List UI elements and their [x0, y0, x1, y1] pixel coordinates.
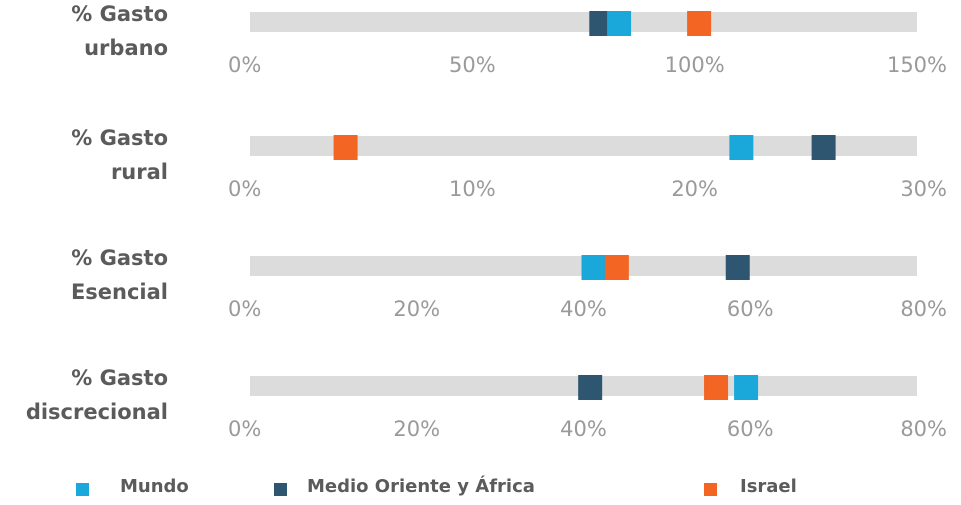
- legend-swatch-israel: [704, 483, 717, 496]
- row-label-line: rural: [111, 160, 168, 184]
- row-label-line: urbano: [84, 36, 168, 60]
- row-label-line: Esencial: [71, 280, 168, 304]
- tick-label: 40%: [560, 297, 607, 321]
- marker-mundo: [729, 135, 754, 160]
- marker-medio-oriente-y-africa: [578, 375, 603, 400]
- row-label-line: discrecional: [26, 400, 168, 424]
- chart-row-2: % Gasto rural 0% 10% 20% 30%: [71, 126, 947, 201]
- tick-label: 40%: [560, 417, 607, 441]
- marker-israel: [604, 255, 629, 280]
- tick-label: 10%: [449, 177, 496, 201]
- legend-swatch-mundo: [76, 483, 89, 496]
- marker-mundo: [734, 375, 759, 400]
- row-label-line: % Gasto: [71, 126, 168, 150]
- marker-medio-oriente-y-africa: [725, 255, 750, 280]
- legend-swatch-medio-oriente-africa: [274, 483, 287, 496]
- row-label-line: % Gasto: [71, 366, 168, 390]
- legend-label-medio-oriente-africa: Medio Oriente y África: [307, 476, 535, 497]
- tick-label: 0%: [228, 177, 261, 201]
- axis-track: [250, 12, 917, 32]
- marker-israel: [333, 135, 358, 160]
- tick-label: 60%: [727, 297, 774, 321]
- tick-label: 0%: [228, 297, 261, 321]
- legend-label-israel: Israel: [740, 476, 797, 497]
- marker-mundo: [607, 11, 632, 36]
- legend: Mundo Medio Oriente y África Israel: [0, 470, 961, 505]
- tick-label: 0%: [228, 53, 261, 77]
- tick-label: 20%: [393, 417, 440, 441]
- chart-row-4: % Gasto discrecional 0% 20% 40% 60% 80%: [26, 366, 947, 441]
- legend-label-mundo: Mundo: [120, 476, 189, 497]
- tick-label: 20%: [671, 177, 718, 201]
- tick-label: 60%: [727, 417, 774, 441]
- dot-plot-chart: % Gasto urbano 0% 50% 100% 150% % Gasto rural 0%…: [26, 2, 947, 441]
- marker-mundo: [581, 255, 606, 280]
- tick-label: 150%: [887, 53, 947, 77]
- tick-label: 30%: [900, 177, 947, 201]
- row-label-line: % Gasto: [71, 246, 168, 270]
- tick-label: 20%: [393, 297, 440, 321]
- tick-label: 0%: [228, 417, 261, 441]
- tick-label: 50%: [449, 53, 496, 77]
- marker-israel: [704, 375, 729, 400]
- marker-medio-oriente-y-africa: [811, 135, 836, 160]
- chart-row-1: % Gasto urbano 0% 50% 100% 150%: [71, 2, 947, 77]
- tick-label: 100%: [665, 53, 725, 77]
- chart-row-3: % Gasto Esencial 0% 20% 40% 60% 80%: [71, 246, 947, 321]
- tick-label: 80%: [900, 297, 947, 321]
- marker-israel: [687, 11, 712, 36]
- row-label-line: % Gasto: [71, 2, 168, 26]
- tick-label: 80%: [900, 417, 947, 441]
